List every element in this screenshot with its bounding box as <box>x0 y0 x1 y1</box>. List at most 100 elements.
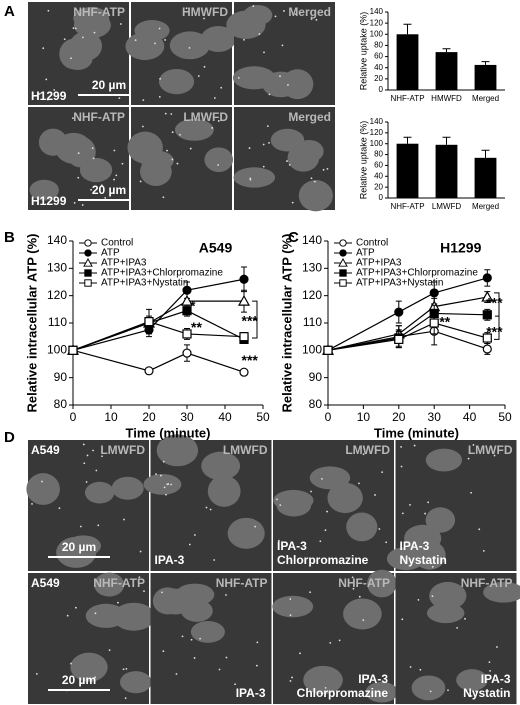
particle <box>197 75 200 77</box>
x-tick-label: 20 <box>392 410 406 424</box>
bar <box>396 143 419 198</box>
particle <box>291 201 294 204</box>
y-tick-label: 40 <box>374 171 383 180</box>
y-axis-label: Relative intracellular ATP (%) <box>24 234 39 413</box>
particle <box>83 462 86 465</box>
stain-label: HMWFD <box>182 5 228 19</box>
particle <box>165 493 167 496</box>
treatment-label: Chlorpromazine <box>297 686 389 700</box>
x-axis-label: Time (minute) <box>126 425 211 440</box>
bar <box>435 52 458 90</box>
legend-label: Control <box>356 238 388 249</box>
particle <box>142 125 144 128</box>
cell <box>119 671 152 694</box>
y-axis-label: Relative uptake (%) <box>358 121 368 200</box>
particle <box>243 38 245 41</box>
y-axis-label: Relative uptake (%) <box>358 12 368 91</box>
particle <box>475 690 477 693</box>
particle <box>447 689 449 692</box>
particle <box>256 664 258 667</box>
particle <box>309 591 312 594</box>
chart-title: H1299 <box>440 240 481 256</box>
panel-letter: B <box>4 229 15 246</box>
y-tick-label: 120 <box>370 18 384 27</box>
particle <box>225 656 228 659</box>
cell <box>152 587 183 615</box>
particle <box>217 164 220 166</box>
legend-label: Control <box>101 238 133 249</box>
particle <box>176 162 179 165</box>
annotation: *** <box>242 312 259 328</box>
particle <box>72 27 75 29</box>
particle <box>143 590 145 593</box>
particle <box>53 89 56 91</box>
data-point <box>182 306 192 316</box>
particle <box>92 157 95 160</box>
treatment-label: IPA-3 <box>358 672 388 686</box>
error-bar <box>442 48 451 53</box>
particle <box>205 506 208 509</box>
particle <box>225 594 227 596</box>
cell <box>281 69 314 100</box>
cell <box>85 603 127 628</box>
panel-letter: A <box>4 3 15 20</box>
cell <box>429 581 467 610</box>
particle <box>85 481 88 483</box>
annotation: * <box>190 297 196 313</box>
particle <box>162 196 165 199</box>
particle <box>170 483 173 486</box>
particle <box>101 455 103 458</box>
data-point <box>429 318 439 328</box>
x-axis-label: Time (minute) <box>374 425 459 440</box>
particle <box>299 652 301 655</box>
particle <box>164 39 166 41</box>
x-tick-label: 30 <box>180 410 194 424</box>
particle <box>72 117 74 120</box>
y-tick-label: 100 <box>370 29 384 38</box>
annotation: ** <box>439 314 450 330</box>
data-point <box>239 274 249 284</box>
particle <box>321 478 323 480</box>
particle <box>313 180 316 183</box>
particle <box>482 549 485 552</box>
particle <box>81 36 84 39</box>
particle <box>190 638 193 641</box>
legend-label: ATP <box>101 248 120 259</box>
annotation: *** <box>486 295 503 311</box>
particle <box>470 695 473 697</box>
particle <box>289 614 292 617</box>
data-point <box>482 273 492 283</box>
y-tick-label: 0 <box>379 85 384 94</box>
particle <box>263 51 265 54</box>
particle <box>493 454 496 457</box>
particle <box>155 473 157 476</box>
particle <box>92 449 94 452</box>
scale-bar-label: 20 µm <box>62 540 96 554</box>
particle <box>209 508 212 511</box>
x-tick-label: LMWFD <box>432 202 462 211</box>
treatment-label: Chlorpromazine <box>277 553 369 567</box>
bar <box>474 157 497 198</box>
particle <box>170 113 173 115</box>
legend-marker <box>339 279 347 287</box>
x-tick-label: 0 <box>325 410 332 424</box>
y-tick-label: 60 <box>374 52 383 61</box>
particle <box>122 668 125 671</box>
chart-title: A549 <box>199 240 233 256</box>
particle <box>91 147 94 150</box>
particle <box>400 445 403 448</box>
x-tick-label: 40 <box>218 410 232 424</box>
cell <box>273 489 314 511</box>
particle <box>119 23 122 25</box>
cell <box>65 535 101 557</box>
stain-label: NHF-ATP <box>73 5 125 19</box>
particle <box>338 639 341 642</box>
particle <box>31 503 33 505</box>
cell <box>243 4 273 26</box>
particle <box>171 158 174 161</box>
particle <box>283 10 285 12</box>
particle <box>162 650 165 653</box>
x-tick-label: 50 <box>498 410 512 424</box>
y-tick-label: 120 <box>302 288 322 302</box>
treatment-label: IPA-3 <box>236 686 266 700</box>
